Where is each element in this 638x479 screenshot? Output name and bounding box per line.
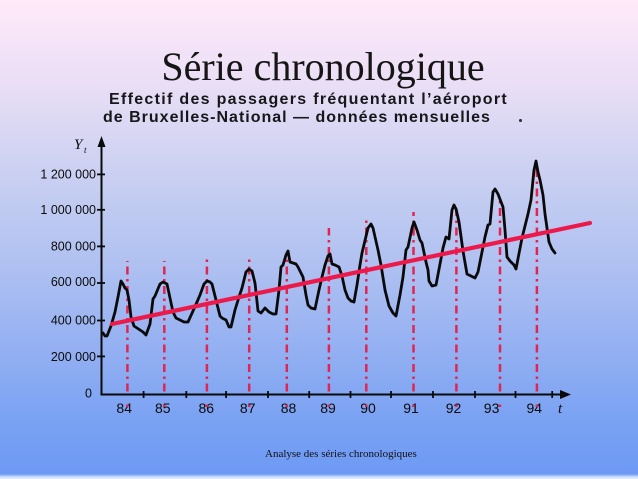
svg-text:600 000: 600 000	[51, 275, 96, 289]
svg-text:Y: Y	[74, 137, 84, 153]
svg-text:84: 84	[116, 400, 132, 416]
svg-text:89: 89	[320, 400, 336, 416]
svg-text:90: 90	[360, 400, 376, 416]
svg-text:400 000: 400 000	[51, 313, 96, 327]
svg-text:93: 93	[484, 400, 500, 416]
svg-text:800 000: 800 000	[51, 239, 96, 253]
svg-text:87: 87	[240, 400, 256, 416]
svg-text:86: 86	[199, 400, 215, 416]
svg-text:1 000 000: 1 000 000	[40, 203, 96, 217]
svg-text:200 000: 200 000	[51, 350, 96, 364]
svg-text:88: 88	[281, 400, 297, 416]
svg-text:1 200 000: 1 200 000	[40, 167, 96, 181]
svg-text:0: 0	[85, 387, 92, 401]
svg-text:t: t	[84, 145, 87, 155]
svg-text:94: 94	[527, 400, 543, 416]
svg-text:91: 91	[403, 400, 419, 416]
svg-text:t: t	[558, 401, 563, 417]
svg-text:92: 92	[446, 400, 462, 416]
svg-text:85: 85	[155, 400, 171, 416]
